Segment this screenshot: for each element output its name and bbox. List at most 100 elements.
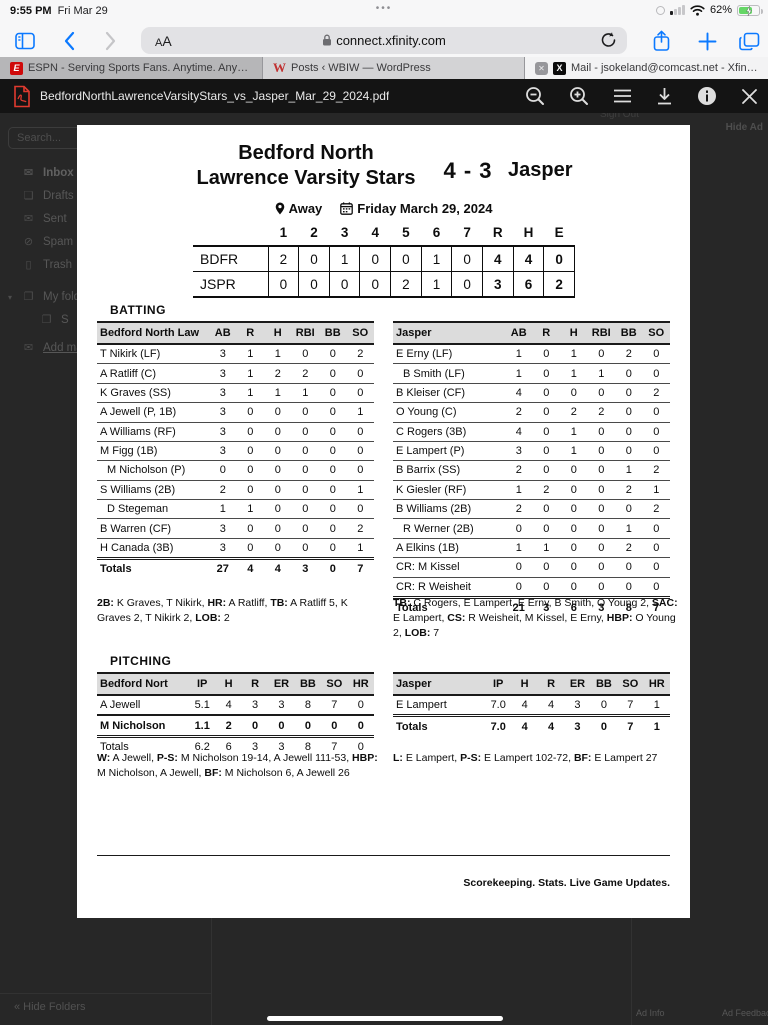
table-row: M Figg (1B) 3 0 0 0 0 0 [97, 441, 374, 462]
reload-button[interactable] [600, 31, 617, 49]
safari-toolbar: AA connect.xfinity.com [0, 24, 768, 57]
tab-overview-button[interactable] [736, 28, 762, 54]
tab-espn[interactable]: E ESPN - Serving Sports Fans. Anytime. A… [0, 57, 263, 79]
search-input[interactable]: Search... [8, 127, 77, 149]
trash-icon: ▯ [25, 259, 32, 271]
tab-xfinity-mail-active[interactable]: ✕ X Mail - jsokeland@comcast.net - Xfini… [525, 57, 768, 79]
table-row: A Ratliff (C) 3 1 2 2 0 0 [97, 363, 374, 384]
table-row: M Nicholson (P) 0 0 0 0 0 0 [97, 460, 374, 481]
chevron-down-icon[interactable]: ▾ [8, 293, 13, 302]
location-pin-icon [275, 202, 285, 215]
table-row: K Giesler (RF) 1 2 0 0 2 1 [393, 480, 670, 501]
table-row: A Elkins (1B) 1 1 0 0 2 0 [393, 538, 670, 559]
table-header-row: Bedford Nort IP H R ER BB SO HR [97, 672, 374, 696]
pitching-notes-home: W: A Jewell, P-S: M Nicholson 19-14, A J… [97, 752, 378, 779]
table-row: Totals 27 4 4 3 0 7 [97, 557, 374, 579]
table-header-row: Jasper AB R H RBI BB SO [393, 321, 670, 345]
pdf-file-icon [12, 85, 32, 108]
hide-ad-link[interactable]: Hide Ad [725, 122, 763, 133]
espn-icon: E [10, 61, 23, 75]
battery-icon [737, 4, 763, 16]
table-row: H Canada (3B) 3 0 0 0 0 1 [97, 538, 374, 560]
wordpress-icon: W [273, 60, 286, 75]
ad-info-link[interactable]: Ad Info [636, 1008, 665, 1018]
tab-bar: E ESPN - Serving Sports Fans. Anytime. A… [0, 57, 768, 79]
wifi-icon [690, 4, 705, 16]
hide-folders-link[interactable]: « Hide Folders [14, 1001, 86, 1013]
table-row: B Barrix (SS) 2 0 0 0 1 2 [393, 460, 670, 481]
zoom-in-icon[interactable] [569, 86, 589, 106]
sidebar-item-drafts[interactable]: ❏ Drafts [23, 189, 74, 203]
sign-out-link: Sign Out [600, 109, 639, 120]
spam-icon: ⊘ [23, 236, 34, 248]
sidebar-item-spam[interactable]: ⊘ Spam [23, 235, 74, 249]
back-button[interactable] [56, 28, 82, 54]
battery-percent: 62% [709, 4, 732, 16]
table-row: R Werner (2B) 0 0 0 0 1 0 [393, 518, 670, 539]
batting-notes-home: 2B: K Graves, T Nikirk, HR: A Ratliff, T… [97, 597, 348, 624]
close-tab-icon[interactable]: ✕ [535, 61, 548, 75]
mail-icon: ✉ [23, 342, 34, 354]
new-tab-button[interactable] [694, 28, 720, 54]
clock: 9:55 PM [10, 5, 52, 17]
folder-icon: ❐ [41, 314, 52, 326]
close-pdf-icon[interactable] [741, 88, 758, 105]
table-row: B Smith (LF) 1 0 1 1 0 0 [393, 363, 670, 384]
menu-icon[interactable] [613, 88, 632, 104]
sidebar-toggle-button[interactable] [12, 28, 38, 54]
table-row: Totals 6.2 6 3 3 8 7 0 [97, 734, 374, 757]
table-row: S Williams (2B) 2 0 0 0 0 1 [97, 480, 374, 501]
tab-label: Mail - jsokeland@comcast.net - Xfinity C… [571, 62, 758, 74]
status-bar: 9:55 PM Fri Mar 29 ••• 62% [0, 0, 768, 24]
ad-feedback-link[interactable]: Ad Feedback [722, 1008, 768, 1018]
tab-label: ESPN - Serving Sports Fans. Anytime. Any… [28, 62, 252, 74]
tab-wordpress[interactable]: W Posts ‹ WBIW — WordPress [263, 57, 525, 79]
table-row: CR: R Weisheit 0 0 0 0 0 0 [393, 577, 670, 598]
download-icon[interactable] [656, 87, 673, 106]
address-bar[interactable]: AA connect.xfinity.com [141, 27, 627, 54]
reader-options-button[interactable]: AA [155, 33, 172, 49]
zoom-out-icon[interactable] [525, 86, 545, 106]
info-icon[interactable] [697, 86, 717, 106]
table-row: E Erny (LF) 1 0 1 0 2 0 [393, 344, 670, 365]
table-row: K Graves (SS) 3 1 1 1 0 0 [97, 383, 374, 404]
sidebar-item-subfolder[interactable]: ❐ S [41, 313, 69, 327]
status-time-date: 9:55 PM Fri Mar 29 [10, 5, 108, 17]
pdf-page: Bedford North Lawrence Varsity Stars 4 -… [77, 125, 690, 918]
pitching-table-away: Jasper IP H R ER BB SO HR E Lampert 7.0 4 4 3 0 7 1 Tota… [393, 672, 670, 736]
sidebar-item-add-mailbox[interactable]: ✉Add mailbox [23, 341, 77, 355]
forward-button[interactable] [98, 28, 124, 54]
home-team-name: Bedford North Lawrence Varsity Stars [196, 142, 416, 189]
divider [97, 855, 670, 856]
pitching-table-home: Bedford Nort IP H R ER BB SO HR A Jewell 5.1 4 3 3 8 7… [97, 672, 374, 757]
mail-sidebar-dimmed: Search... ✉ Inbox ❏ Drafts ✉ Sent ⊘ Spam ▯ Tr… [0, 113, 77, 1025]
table-row: Totals 7.0 4 4 3 0 7 1 [393, 714, 670, 736]
sidebar-item-sent[interactable]: ✉ Sent [23, 212, 67, 226]
game-location: Away [288, 201, 323, 216]
sidebar-item-trash[interactable]: ▯ Trash [22, 258, 77, 272]
table-row: Totals 21 3 6 3 8 7 [393, 595, 670, 618]
table-row: M Nicholson 1.1 2 0 0 0 0 0 [97, 714, 374, 737]
home-indicator[interactable] [267, 1016, 503, 1021]
sidebar-item-my-folders[interactable]: ❐My folders [23, 290, 77, 304]
share-button[interactable] [648, 28, 674, 54]
status-date: Fri Mar 29 [57, 5, 108, 17]
cellular-signal-icon [670, 5, 685, 15]
table-row: O Young (C) 2 0 2 2 0 0 [393, 402, 670, 423]
multitask-ellipsis[interactable]: ••• [375, 3, 393, 14]
table-row: B Williams (2B) 2 0 0 0 0 2 [393, 499, 670, 520]
pitching-notes-away: L: E Lampert, P-S: E Lampert 102-72, BF:… [393, 752, 658, 764]
folder-icon: ❐ [23, 291, 34, 303]
table-row: BDFR 2 0 1 0 0 1 0 4 4 0 [193, 245, 575, 272]
divider [631, 918, 632, 1025]
lock-icon [322, 34, 332, 46]
calendar-icon [340, 202, 354, 215]
sidebar-item-inbox[interactable]: ✉ Inbox [23, 166, 74, 180]
table-row: CR: M Kissel 0 0 0 0 0 0 [393, 557, 670, 578]
batting-table-home: Bedford North Law AB R H RBI BB SO T Nikirk (LF… [97, 321, 374, 579]
table-row: E Lampert (P) 3 0 1 0 0 0 [393, 441, 670, 462]
batting-table-away: Jasper AB R H RBI BB SO E Erny (LF) 1 0 1 0 2 0 B Smit… [393, 321, 670, 618]
xfinity-icon: X [553, 61, 566, 75]
divider [211, 918, 212, 1025]
